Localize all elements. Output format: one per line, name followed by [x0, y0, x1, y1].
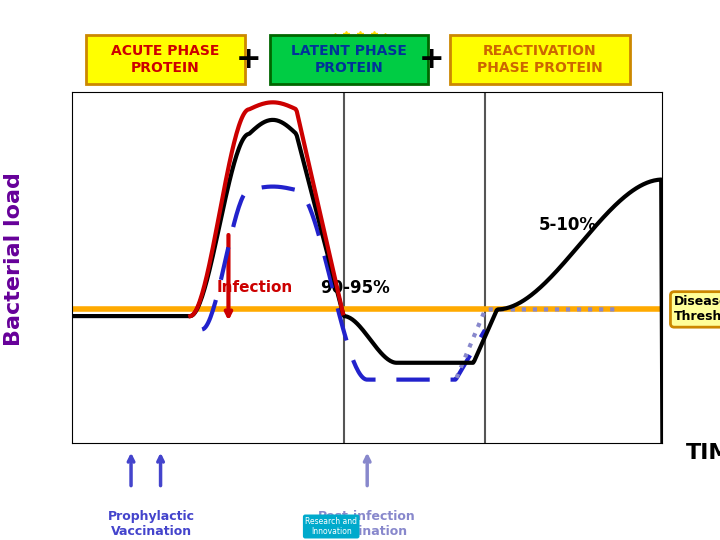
Text: Infection: Infection: [217, 280, 293, 295]
Text: Research and
Innovation: Research and Innovation: [305, 517, 357, 536]
FancyBboxPatch shape: [86, 35, 245, 84]
FancyBboxPatch shape: [450, 35, 630, 84]
Text: TIME: TIME: [686, 443, 720, 463]
Text: ACUTE PHASE
PROTEIN: ACUTE PHASE PROTEIN: [112, 44, 220, 75]
FancyBboxPatch shape: [270, 35, 428, 84]
Text: Bacterial load: Bacterial load: [4, 172, 24, 346]
Text: REACTIVATION
PHASE PROTEIN: REACTIVATION PHASE PROTEIN: [477, 44, 603, 75]
Text: +: +: [419, 45, 445, 74]
Text: Post-infection
Vaccination: Post-infection Vaccination: [318, 510, 416, 538]
Text: +: +: [235, 45, 261, 74]
Text: 90-95%: 90-95%: [320, 279, 390, 298]
Text: LATENT PHASE
PROTEIN: LATENT PHASE PROTEIN: [292, 44, 407, 75]
Text: Disease
Threshold: Disease Threshold: [674, 295, 720, 323]
Text: 5-10%: 5-10%: [539, 216, 596, 234]
Text: Prophylactic
Vaccination: Prophylactic Vaccination: [108, 510, 195, 538]
